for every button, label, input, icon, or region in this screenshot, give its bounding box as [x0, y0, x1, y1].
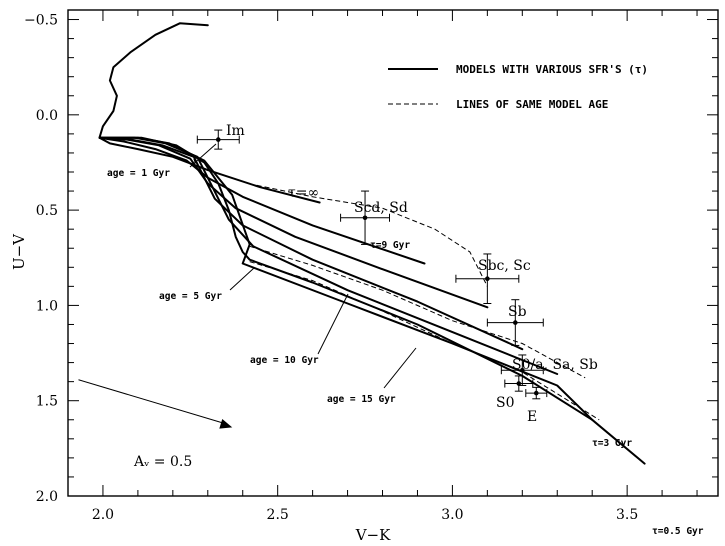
galaxy-type-label: Sbc, Sc — [478, 258, 531, 274]
age-label: age = 10 Gyr — [250, 355, 319, 366]
data-point — [513, 320, 518, 325]
annotations: Im Scd, Sd Sbc, Sc Sb S0/a, Sa, Sb S0 Eτ=∞ τ=9 … — [78, 123, 704, 537]
age-line — [249, 245, 586, 379]
galaxy-type-label: Sb — [508, 304, 527, 320]
y-tick-label: 1.0 — [36, 298, 58, 314]
legend-label-age: LINES OF SAME MODEL AGE — [456, 98, 608, 111]
legend: MODELS WITH VARIOUS SFR'S (τ) LINES OF SA… — [388, 63, 648, 111]
tau-label: τ=0.5 Gyr — [652, 526, 704, 537]
data-point — [485, 276, 490, 282]
age-line — [193, 158, 202, 173]
data-point — [520, 367, 525, 373]
age-label: age = 5 Gyr — [159, 291, 222, 302]
galaxy-type-label: S0 — [496, 395, 515, 411]
data-point — [516, 381, 522, 386]
reddening-label: Aᵥ = 0.5 — [133, 454, 192, 470]
x-tick-label: 2.0 — [92, 507, 114, 523]
age-line — [249, 261, 600, 421]
reddening-arrow-head — [219, 419, 233, 429]
x-tick-label: 3.0 — [441, 507, 463, 523]
age-leader-line — [383, 347, 417, 389]
model-track — [98, 136, 646, 465]
age-label: age = 15 Gyr — [327, 394, 396, 405]
age-line — [256, 184, 488, 287]
data-point — [362, 215, 368, 221]
age-leader-line — [229, 267, 255, 291]
y-axis-title: U−V — [10, 233, 28, 270]
model-tracks — [98, 22, 646, 465]
tau-label: τ=∞ — [288, 185, 319, 201]
age-lines — [193, 158, 600, 421]
y-tick-label: 0.5 — [36, 203, 58, 219]
data-point — [533, 390, 539, 396]
x-tick-label: 2.5 — [267, 507, 289, 523]
axes: 2.0 2.5 3.0 3.5 −0.5 0.0 0.5 1.0 1.5 2.0 V−K U−V — [10, 9, 719, 544]
model-track — [98, 136, 524, 351]
galaxy-type-label: Im — [226, 123, 245, 139]
galaxy-type-label: Scd, Sd — [354, 200, 408, 216]
tau-label: τ=9 Gyr — [370, 240, 410, 251]
data-point — [215, 137, 221, 142]
tau-label: τ=3 Gyr — [592, 438, 632, 449]
observations — [196, 129, 548, 400]
y-tick-label: 1.5 — [36, 394, 58, 410]
age-leader-line — [189, 143, 217, 168]
plot-frame — [67, 9, 719, 497]
age-leader-line — [317, 293, 349, 355]
y-tick-label: 0.0 — [36, 108, 58, 124]
age-label: age = 1 Gyr — [107, 168, 170, 179]
y-tick-label: −0.5 — [24, 13, 58, 29]
reddening-arrow-line — [78, 379, 225, 424]
galaxy-type-label: S0/a, Sa, Sb — [512, 357, 598, 373]
legend-label-models: MODELS WITH VARIOUS SFR'S (τ) — [456, 63, 648, 76]
galaxy-type-label: E — [527, 409, 537, 425]
x-tick-label: 3.5 — [616, 507, 638, 523]
y-tick-label: 2.0 — [36, 489, 58, 505]
x-axis-title: V−K — [355, 526, 391, 544]
